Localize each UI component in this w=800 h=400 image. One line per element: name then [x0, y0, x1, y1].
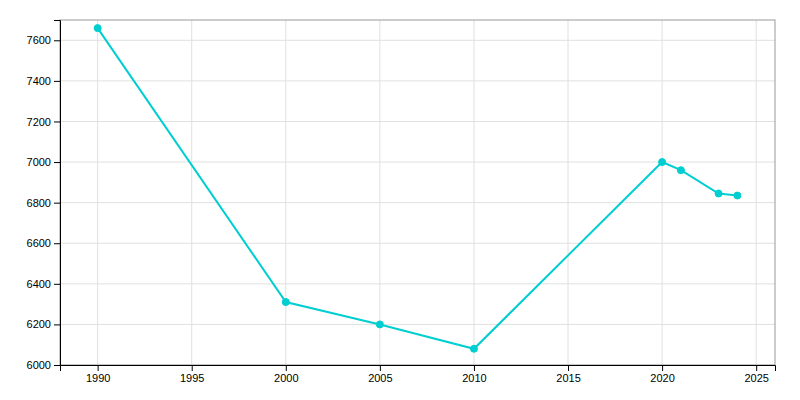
tick-mark: [54, 121, 60, 122]
tick-label: 7600: [27, 34, 51, 46]
tick-mark: [54, 365, 60, 366]
grid: [60, 20, 775, 365]
tick: 6200: [27, 318, 60, 330]
grid-line-x: [473, 20, 474, 365]
point: [282, 299, 289, 306]
chart-svg: 1990 1995 2000 2005 2010 2015 2020 2025 6000 6200…: [0, 0, 800, 400]
tick: 6000: [27, 359, 60, 371]
grid-line-x: [568, 20, 569, 365]
tick-label: 2015: [556, 372, 580, 384]
tick-mark: [54, 81, 60, 82]
tick: 1990: [86, 365, 110, 384]
point: [734, 192, 741, 199]
tick: 7400: [27, 75, 60, 87]
point: [94, 25, 101, 32]
grid-line-x: [662, 20, 663, 365]
grid-line-y: [60, 40, 775, 41]
tick: 6400: [27, 278, 60, 290]
tick-mark: [756, 365, 757, 371]
tick-label: 6400: [27, 278, 51, 290]
line: [98, 28, 738, 349]
tick: 2015: [556, 365, 580, 384]
tick-mark: [380, 365, 381, 371]
tick-label: 2000: [274, 372, 298, 384]
tick: 1995: [180, 365, 204, 384]
point: [376, 321, 383, 328]
grid-line-y: [60, 283, 775, 284]
tick: 6800: [27, 197, 60, 209]
grid-line-y: [60, 80, 775, 81]
tick: 7600: [27, 34, 60, 46]
tick-label: 6800: [27, 197, 51, 209]
tick-mark: [286, 365, 287, 371]
tick-label: 7000: [27, 156, 51, 168]
tick-mark: [474, 365, 475, 371]
tick-mark: [54, 284, 60, 285]
x-axis: 1990 1995 2000 2005 2010 2015 2020 2025: [61, 365, 776, 384]
tick: 2005: [368, 365, 392, 384]
grid-line-y: [60, 243, 775, 244]
grid-line-x: [285, 20, 286, 365]
tick-label: 1995: [180, 372, 204, 384]
tick-label: 6000: [27, 359, 51, 371]
tick-mark: [54, 40, 60, 41]
point: [470, 345, 477, 352]
tick: 2010: [462, 365, 486, 384]
point: [659, 159, 666, 166]
tick-label: 2020: [650, 372, 674, 384]
tick: 2020: [650, 365, 674, 384]
tick-label: 2005: [368, 372, 392, 384]
tick-label: 7200: [27, 115, 51, 127]
chart-container: 1990 1995 2000 2005 2010 2015 2020 2025 6000 6200…: [0, 0, 800, 400]
tick-mark: [54, 243, 60, 244]
grid-line-x: [756, 20, 757, 365]
plot-frame: [60, 20, 775, 365]
tick-mark: [98, 365, 99, 371]
axis-line: [61, 366, 776, 372]
plot-area: 1990 1995 2000 2005 2010 2015 2020 2025 6000 6200…: [27, 20, 776, 384]
tick: 7000: [27, 156, 60, 168]
axis-line: [54, 21, 61, 366]
grid-line-x: [191, 20, 192, 365]
tick-label: 2010: [462, 372, 486, 384]
tick: 6600: [27, 237, 60, 249]
y-axis: 6000 6200 6400 6600 6800 7000 7200 7400 7600: [27, 21, 61, 372]
grid-line-y: [60, 324, 775, 325]
grid-line-x: [379, 20, 380, 365]
tick-label: 2025: [744, 372, 768, 384]
point: [677, 167, 684, 174]
tick-label: 6200: [27, 318, 51, 330]
tick-mark: [54, 162, 60, 163]
tick-label: 6600: [27, 237, 51, 249]
data-marks: [94, 25, 741, 353]
grid-line-x: [97, 20, 98, 365]
tick-mark: [54, 324, 60, 325]
tick-label: 7400: [27, 75, 51, 87]
tick-mark: [54, 203, 60, 204]
grid-line-y: [60, 202, 775, 203]
tick-mark: [192, 365, 193, 371]
tick: 2025: [744, 365, 768, 384]
grid-line-y: [60, 121, 775, 122]
tick: 2000: [274, 365, 298, 384]
tick: 7200: [27, 115, 60, 127]
grid-line-y: [60, 162, 775, 163]
point: [715, 190, 722, 197]
tick-mark: [662, 365, 663, 371]
tick-label: 1990: [86, 372, 110, 384]
tick-mark: [568, 365, 569, 371]
